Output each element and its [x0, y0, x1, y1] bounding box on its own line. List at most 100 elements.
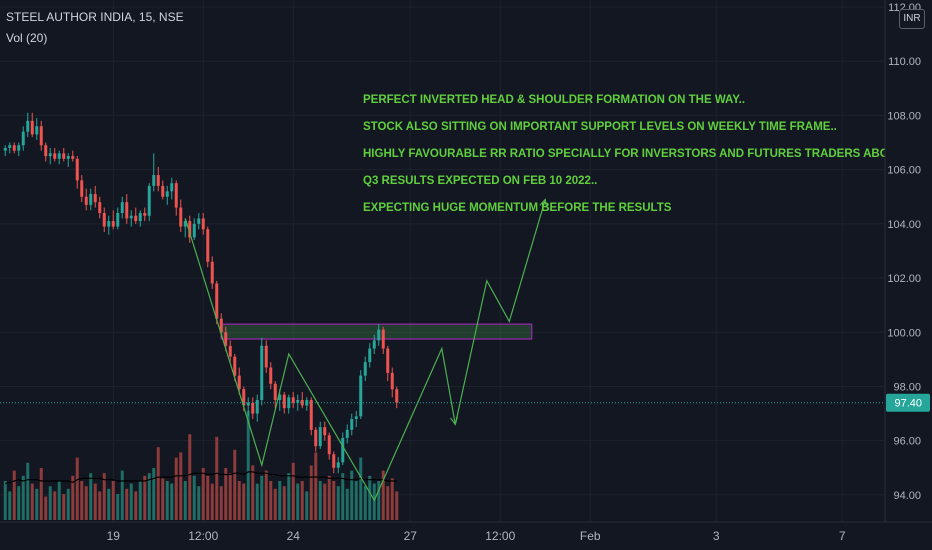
volume-bar	[21, 475, 25, 520]
candle-body	[323, 427, 327, 436]
candle-body	[89, 194, 93, 205]
candle-body	[255, 400, 259, 414]
candle-body	[228, 345, 232, 357]
annotations[interactable]: PERFECT INVERTED HEAD & SHOULDER FORMATI…	[363, 94, 932, 214]
candle-body	[318, 427, 322, 447]
candle	[48, 147, 52, 165]
volume-bar	[201, 468, 205, 520]
candle	[228, 340, 232, 363]
price-axis-tick: 94.00	[893, 490, 921, 502]
candle-body	[30, 120, 34, 135]
volume-bar	[48, 486, 52, 520]
candle-body	[3, 147, 7, 151]
candle	[264, 340, 268, 373]
candle-body	[102, 213, 106, 227]
volume-bar	[3, 481, 7, 520]
candle-body	[8, 145, 12, 148]
volume-bar	[44, 496, 48, 520]
candle-body	[201, 218, 205, 230]
volume-bar	[233, 449, 237, 520]
candle-body	[386, 348, 390, 373]
volume-bar	[53, 491, 57, 520]
time-axis-tick: Feb	[580, 529, 601, 543]
support-zone[interactable]	[220, 323, 533, 340]
current-price-tag	[886, 393, 930, 412]
candle	[368, 343, 372, 368]
price-axis[interactable]	[885, 0, 932, 522]
annotation-2[interactable]: STOCK ALSO SITTING ON IMPORTANT SUPPORT …	[363, 121, 837, 133]
price-axis-tick: 108.00	[887, 110, 921, 122]
volume-bar	[39, 468, 43, 520]
candle	[84, 188, 88, 211]
volume-indicator-label[interactable]: Vol (20)	[6, 31, 48, 45]
time-axis-tick: 19	[107, 529, 121, 543]
candle	[3, 145, 7, 157]
candle-body	[233, 356, 237, 376]
annotation-5[interactable]: EXPECTING HUGE MOMENTUM BEFORE THE RESUL…	[363, 202, 672, 214]
volume-bar	[224, 468, 228, 520]
volume-ma-line	[5, 471, 397, 485]
candle-body	[219, 318, 223, 333]
time-axis[interactable]	[0, 522, 932, 550]
price-axis-tick: 96.00	[893, 436, 921, 448]
candle-body	[341, 437, 345, 463]
candle	[147, 183, 151, 222]
candle-body	[336, 462, 340, 468]
candle	[165, 185, 169, 205]
candle-body	[237, 375, 241, 390]
candle	[66, 153, 70, 167]
candle	[260, 337, 264, 406]
candle	[183, 218, 187, 238]
candle-body	[170, 183, 174, 192]
volume-bar	[300, 481, 304, 520]
candle	[152, 153, 156, 192]
annotation-3[interactable]: HIGHLY FAVOURABLE RR RATIO SPECIALLY FOR…	[363, 148, 932, 160]
volume-bar	[368, 475, 372, 520]
price-axis-tick: 100.00	[887, 327, 921, 339]
annotation-1[interactable]: PERFECT INVERTED HEAD & SHOULDER FORMATI…	[363, 94, 745, 106]
pattern-drawing[interactable]	[184, 198, 548, 502]
candle-body	[381, 329, 385, 349]
volume-bar	[71, 475, 75, 520]
candle	[255, 394, 259, 422]
currency-badge[interactable]: INR	[899, 9, 925, 29]
candle	[98, 196, 102, 219]
candle-body	[210, 261, 214, 284]
candle	[197, 213, 201, 230]
pattern-line	[184, 218, 456, 502]
volume-bar	[147, 473, 151, 520]
volume-bar	[359, 457, 363, 520]
candle	[80, 175, 84, 203]
volume-bar	[102, 473, 106, 520]
candle	[116, 207, 120, 230]
candle-body	[206, 229, 210, 262]
candle-body	[174, 183, 178, 208]
annotation-4[interactable]: Q3 RESULTS EXPECTED ON FEB 10 2022..	[363, 175, 597, 187]
candle-body	[291, 397, 295, 403]
volume-bar	[165, 481, 169, 520]
candle-body	[57, 153, 61, 159]
symbol-title[interactable]: STEEL AUTHOR INDIA, 15, NSE	[6, 10, 184, 24]
candle	[161, 180, 165, 200]
candle-body	[39, 126, 43, 146]
grid	[0, 0, 885, 522]
volume-bar	[219, 486, 223, 520]
volume-bar	[341, 473, 345, 520]
candle	[215, 280, 219, 325]
candle	[170, 177, 174, 200]
candle-body	[273, 383, 277, 401]
candle	[134, 207, 138, 224]
price-axis-tick: 110.00	[888, 56, 921, 68]
candle-body	[48, 153, 52, 157]
candle	[143, 207, 147, 222]
volume-bar	[269, 481, 273, 520]
candle	[129, 210, 133, 227]
candle-body	[269, 367, 273, 384]
candle	[89, 188, 93, 211]
volume-bar	[318, 481, 322, 520]
candle	[300, 391, 304, 409]
volume-bars	[3, 410, 399, 520]
pattern-line	[454, 199, 546, 425]
